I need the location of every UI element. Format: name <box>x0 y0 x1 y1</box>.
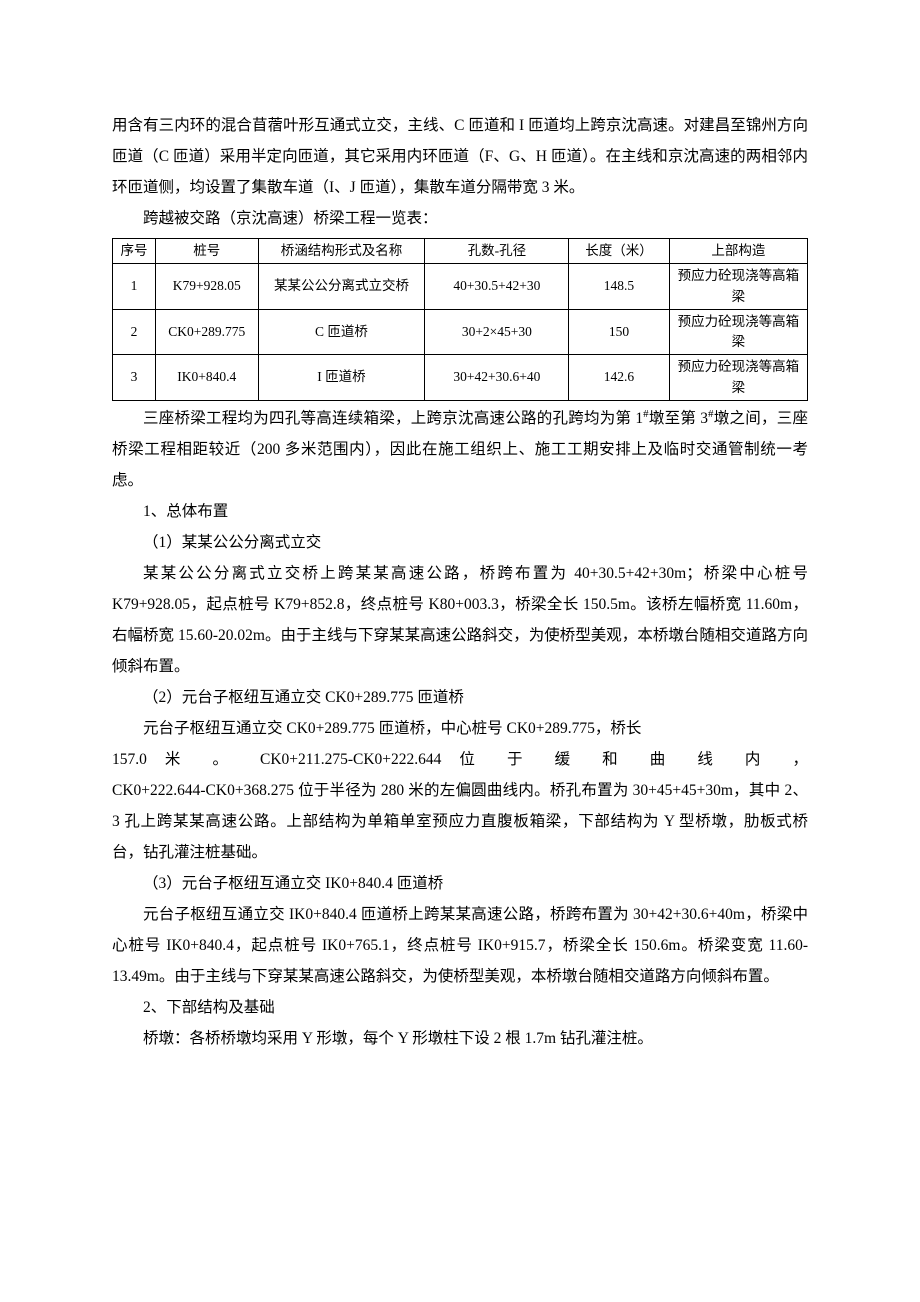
heading-1-3: （3）元台子枢纽互通立交 IK0+840.4 匝道桥 <box>112 868 808 899</box>
table-row: 1 K79+928.05 某某公公分离式立交桥 40+30.5+42+30 14… <box>113 264 808 310</box>
heading-1-2: （2）元台子枢纽互通立交 CK0+289.775 匝道桥 <box>112 682 808 713</box>
cell-length: 150 <box>569 309 669 355</box>
cell-form: I 匝道桥 <box>258 355 425 401</box>
cell-form: 某某公公分离式立交桥 <box>258 264 425 310</box>
cell-length: 148.5 <box>569 264 669 310</box>
paragraph-p8b: 157.0 米 。 CK0+211.275-CK0+222.644 位 于 缓 … <box>112 744 808 775</box>
table-header-row: 序号 桩号 桥涵结构形式及名称 孔数-孔径 长度（米） 上部构造 <box>113 239 808 264</box>
th-seq: 序号 <box>113 239 156 264</box>
bridge-table: 序号 桩号 桥涵结构形式及名称 孔数-孔径 长度（米） 上部构造 1 K79+9… <box>112 238 808 401</box>
th-stake: 桩号 <box>156 239 258 264</box>
cell-stake: K79+928.05 <box>156 264 258 310</box>
paragraph-p10: 元台子枢纽互通立交 IK0+840.4 匝道桥上跨某某高速公路，桥跨布置为 30… <box>112 899 808 992</box>
th-length: 长度（米） <box>569 239 669 264</box>
heading-1-1: （1）某某公公分离式立交 <box>112 527 808 558</box>
cell-seq: 3 <box>113 355 156 401</box>
cell-span: 30+2×45+30 <box>425 309 569 355</box>
text-part-b: 墩至第 3 <box>649 410 708 427</box>
cell-structure: 预应力砼现浇等高箱梁 <box>669 264 807 310</box>
text-part-a: 三座桥梁工程均为四孔等高连续箱梁，上跨京沈高速公路的孔跨均为第 1 <box>143 410 643 427</box>
table-caption: 跨越被交路（京沈高速）桥梁工程一览表： <box>112 203 808 234</box>
cell-span: 40+30.5+42+30 <box>425 264 569 310</box>
cell-stake: IK0+840.4 <box>156 355 258 401</box>
paragraph-intro: 用含有三内环的混合苜蓿叶形互通式立交，主线、C 匝道和 I 匝道均上跨京沈高速。… <box>112 110 808 203</box>
paragraph-p8c: CK0+222.644-CK0+368.275 位于半径为 280 米的左偏圆曲… <box>112 775 808 868</box>
cell-stake: CK0+289.775 <box>156 309 258 355</box>
paragraph-after-table: 三座桥梁工程均为四孔等高连续箱梁，上跨京沈高速公路的孔跨均为第 1#墩至第 3#… <box>112 403 808 496</box>
cell-span: 30+42+30.6+40 <box>425 355 569 401</box>
cell-structure: 预应力砼现浇等高箱梁 <box>669 355 807 401</box>
table-row: 2 CK0+289.775 C 匝道桥 30+2×45+30 150 预应力砼现… <box>113 309 808 355</box>
th-form: 桥涵结构形式及名称 <box>258 239 425 264</box>
document-page: 用含有三内环的混合苜蓿叶形互通式立交，主线、C 匝道和 I 匝道均上跨京沈高速。… <box>0 0 920 1302</box>
cell-structure: 预应力砼现浇等高箱梁 <box>669 309 807 355</box>
heading-2: 2、下部结构及基础 <box>112 992 808 1023</box>
heading-1: 1、总体布置 <box>112 496 808 527</box>
paragraph-p12: 桥墩：各桥桥墩均采用 Y 形墩，每个 Y 形墩柱下设 2 根 1.7m 钻孔灌注… <box>112 1023 808 1054</box>
paragraph-p6: 某某公公分离式立交桥上跨某某高速公路，桥跨布置为 40+30.5+42+30m；… <box>112 558 808 682</box>
paragraph-p8a: 元台子枢纽互通立交 CK0+289.775 匝道桥，中心桩号 CK0+289.7… <box>112 713 808 744</box>
th-structure: 上部构造 <box>669 239 807 264</box>
cell-form: C 匝道桥 <box>258 309 425 355</box>
cell-length: 142.6 <box>569 355 669 401</box>
table-row: 3 IK0+840.4 I 匝道桥 30+42+30.6+40 142.6 预应… <box>113 355 808 401</box>
th-span: 孔数-孔径 <box>425 239 569 264</box>
cell-seq: 1 <box>113 264 156 310</box>
cell-seq: 2 <box>113 309 156 355</box>
